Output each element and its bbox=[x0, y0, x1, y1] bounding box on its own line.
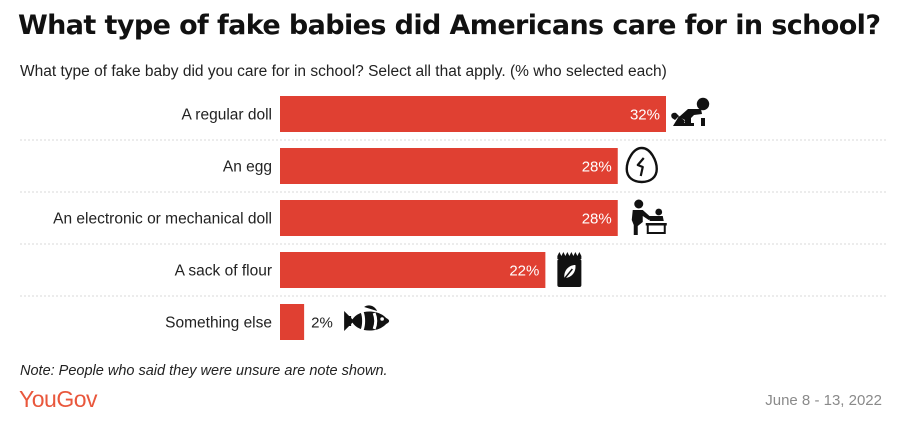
bar-chart: A regular doll 32% An egg 28% An electronic … bbox=[20, 96, 886, 340]
clownfish-icon bbox=[342, 303, 391, 333]
yougov-logo[interactable]: YouGov bbox=[19, 386, 98, 412]
crawling-baby-icon bbox=[671, 97, 710, 126]
category-label: A sack of flour bbox=[175, 263, 272, 280]
bar[interactable] bbox=[280, 148, 618, 184]
category-label: A regular doll bbox=[182, 107, 272, 124]
category-label: An electronic or mechanical doll bbox=[53, 211, 272, 228]
value-label: 32% bbox=[630, 107, 660, 124]
value-label: 28% bbox=[582, 159, 612, 176]
chart-title: What type of fake babies did Americans c… bbox=[18, 10, 881, 41]
bar[interactable] bbox=[280, 304, 305, 340]
value-label: 28% bbox=[582, 211, 612, 228]
footnote: Note: People who said they were unsure a… bbox=[20, 363, 388, 379]
bar[interactable] bbox=[280, 252, 546, 288]
cracked-egg-icon bbox=[625, 146, 658, 184]
survey-date: June 8 - 13, 2022 bbox=[765, 392, 882, 409]
bar[interactable] bbox=[280, 96, 666, 132]
value-label: 2% bbox=[311, 315, 333, 332]
flour-sack-icon bbox=[556, 251, 583, 288]
category-label: An egg bbox=[223, 159, 272, 176]
chart-subtitle: What type of fake baby did you care for … bbox=[20, 63, 667, 80]
category-label: Something else bbox=[165, 315, 272, 332]
value-label: 22% bbox=[509, 263, 539, 280]
bar[interactable] bbox=[280, 200, 618, 236]
diaper-changing-icon bbox=[630, 198, 668, 236]
